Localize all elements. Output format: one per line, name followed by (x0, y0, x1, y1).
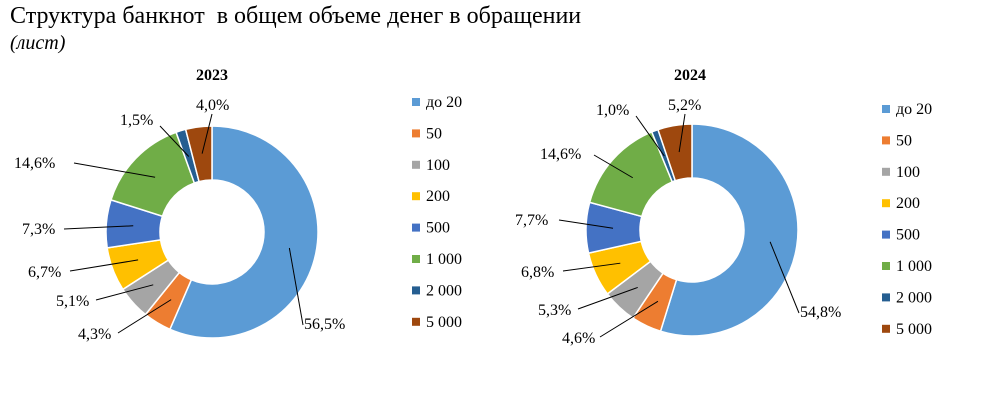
legend-swatch (882, 105, 890, 113)
page-title: Структура банкнот в общем объеме денег в… (10, 3, 582, 29)
legend-swatch (412, 160, 420, 169)
donut-slice-до20 (168, 125, 319, 339)
leader-line (73, 162, 156, 178)
leader-line (69, 259, 139, 272)
leader-line (95, 284, 154, 301)
legend-swatch (412, 98, 420, 106)
legend-label: 50 (896, 132, 912, 149)
leader-line (593, 154, 633, 179)
chart-title: 2024 (674, 67, 706, 84)
leader-line (678, 113, 686, 153)
legend-label: 5 000 (426, 314, 462, 331)
legend-swatch (882, 324, 890, 333)
leader-line (159, 125, 190, 157)
leader-line (117, 299, 172, 334)
donut-chart-2023: 2023 56,5% 4,3% 5,1% 6,7% 7,3% 14,6% 1,5% 4,0% до… (14, 67, 462, 343)
legend-swatch (412, 286, 420, 295)
legend-label: 1 000 (426, 251, 462, 268)
legend-swatch (412, 129, 420, 138)
data-label: 14,6% (540, 146, 581, 163)
legend-label: 100 (896, 164, 920, 181)
legend-swatch (412, 192, 420, 201)
data-label: 4,6% (562, 330, 595, 347)
data-label: 5,2% (668, 97, 701, 114)
legend-swatch (412, 255, 420, 263)
data-label: 5,3% (538, 302, 571, 319)
legend-label: 500 (426, 220, 450, 237)
leader-line (635, 115, 665, 157)
legend-label: 50 (426, 125, 442, 142)
data-label: 7,3% (22, 221, 55, 238)
legend-label: до 20 (426, 94, 462, 111)
legend-swatch (882, 293, 890, 302)
data-label: 4,0% (196, 97, 229, 114)
data-label: 1,0% (596, 102, 629, 119)
legend-label: 100 (426, 157, 450, 174)
data-label: 14,6% (14, 155, 55, 172)
leader-line (558, 219, 614, 229)
data-label: 4,3% (78, 326, 111, 343)
legend-swatch (882, 199, 890, 208)
legend-label: 200 (896, 195, 920, 212)
data-label: 6,7% (28, 264, 61, 281)
leader-line (288, 247, 304, 326)
leader-line (562, 262, 621, 272)
legend-swatch (412, 223, 420, 232)
data-label: 54,8% (800, 304, 841, 321)
legend-swatch (412, 317, 420, 326)
data-label: 1,5% (120, 112, 153, 129)
legend-swatch (882, 262, 890, 270)
legend-label: 200 (426, 188, 450, 205)
leader-line (599, 300, 659, 338)
leader-line (577, 286, 638, 310)
donut-slice-5000 (657, 123, 693, 182)
legend-label: 2 000 (896, 289, 932, 306)
donut-slice-до20 (659, 123, 799, 337)
page-subtitle: (лист) (10, 32, 66, 54)
legend-swatch (882, 136, 890, 145)
data-label: 6,8% (521, 264, 554, 281)
leader-line (63, 225, 134, 230)
chart-title: 2023 (196, 67, 228, 84)
data-label: 7,7% (515, 212, 548, 229)
legend-label: до 20 (896, 101, 932, 118)
donut-chart-2024: 2024 54,8% 4,6% 5,3% 6,8% 7,7% 14,6% 1,0% 5,2% до… (515, 67, 932, 347)
legend-swatch (882, 230, 890, 239)
data-label: 5,1% (56, 293, 89, 310)
leader-line (769, 241, 800, 314)
data-label: 56,5% (304, 316, 345, 333)
legend-label: 500 (896, 227, 920, 244)
legend-label: 1 000 (896, 258, 932, 275)
leader-line (201, 113, 213, 154)
legend-swatch (882, 167, 890, 176)
legend-label: 2 000 (426, 282, 462, 299)
legend-label: 5 000 (896, 321, 932, 338)
